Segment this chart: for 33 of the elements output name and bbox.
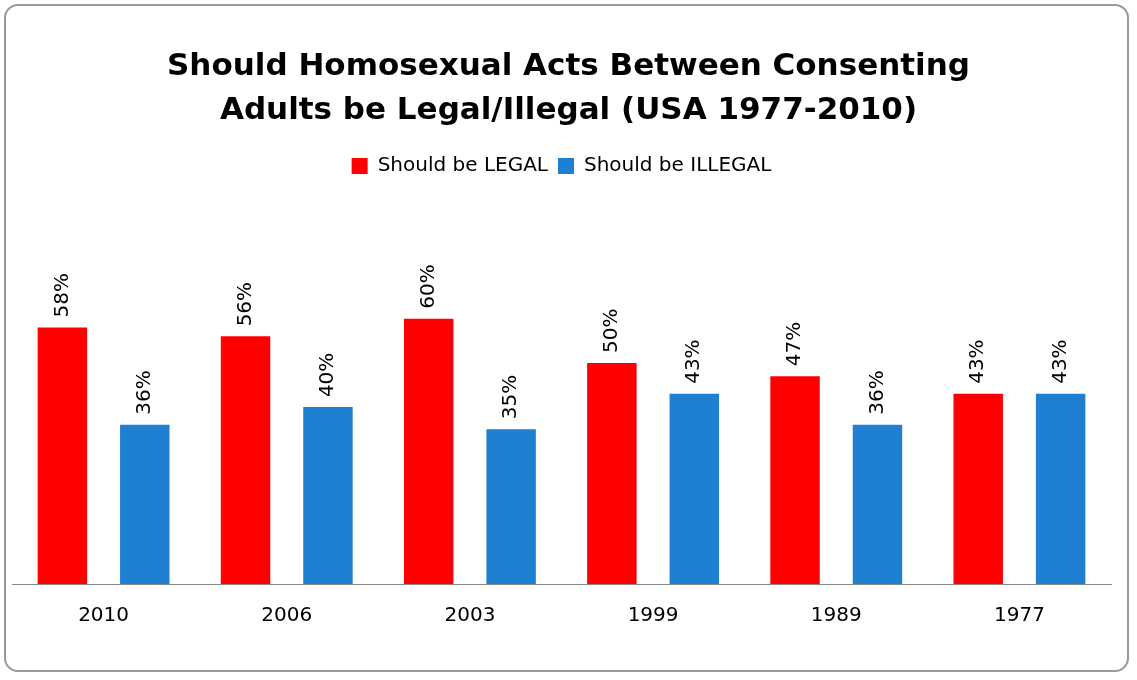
bar	[852, 424, 903, 584]
bar	[120, 424, 170, 584]
legend-label: Should be LEGAL	[377, 152, 549, 177]
x-tick-label: 2006	[261, 602, 313, 627]
data-label: 47%	[781, 321, 806, 367]
bar	[403, 318, 454, 584]
data-label: 58%	[48, 273, 73, 318]
data-label: 60%	[414, 264, 439, 309]
data-label: 43%	[1046, 339, 1071, 384]
legend-label: Should be ILLEGAL	[583, 152, 773, 177]
bar	[953, 393, 1003, 584]
data-label: 43%	[964, 339, 989, 384]
x-tick-label: 2003	[444, 602, 496, 627]
data-label: 36%	[863, 370, 888, 415]
data-label: 43%	[680, 339, 705, 384]
x-tick-label: 1977	[993, 602, 1045, 627]
bar	[770, 376, 820, 584]
bar	[37, 327, 88, 584]
bar	[1035, 393, 1086, 584]
x-tick-label: 1989	[810, 602, 862, 627]
bar	[303, 407, 353, 584]
chart-title: Should Homosexual Acts Between Consenting Adults be Legal/Illegal (USA 1977-2010)	[166, 45, 971, 128]
data-label: 35%	[497, 374, 522, 420]
data-label: 56%	[231, 281, 256, 327]
data-label: 36%	[131, 370, 155, 415]
x-tick-label: 1999	[627, 602, 679, 627]
bar	[486, 429, 536, 584]
bar	[587, 362, 637, 584]
bar	[220, 336, 271, 584]
data-label: 40%	[314, 352, 339, 398]
data-label: 50%	[598, 308, 623, 353]
bar	[669, 393, 720, 584]
x-tick-label: 2010	[78, 602, 130, 627]
